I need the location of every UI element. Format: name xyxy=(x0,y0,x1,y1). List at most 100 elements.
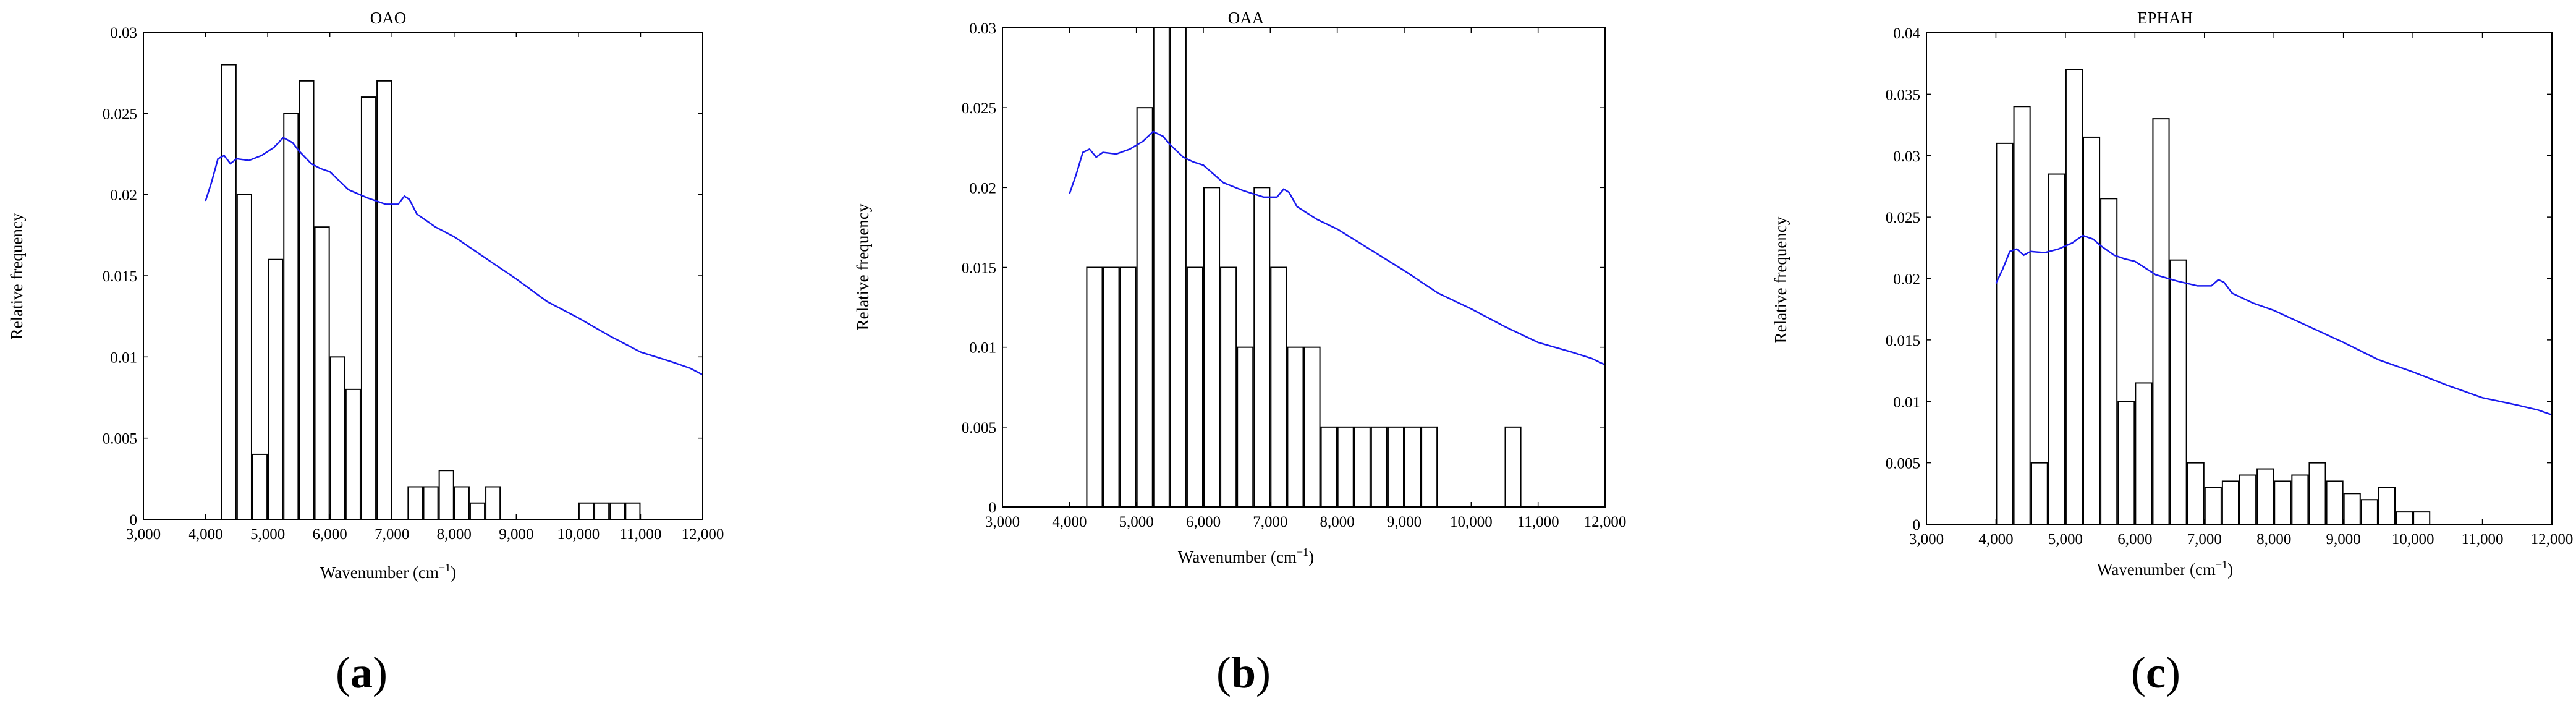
x-tick-label-b-4: 7,000 xyxy=(1253,514,1287,530)
x-axis-label-sup-b: −1 xyxy=(1297,546,1308,558)
bar-b-19 xyxy=(1387,426,1404,508)
y-axis-label-a: Relative frequency xyxy=(7,213,26,339)
y-tick-label-a-3: 0.015 xyxy=(103,268,137,285)
bar-c-13 xyxy=(2221,480,2239,525)
bar-a-7 xyxy=(314,226,330,520)
x-tick-label-c-4: 7,000 xyxy=(2187,531,2222,548)
y-axis-label-text-c: Relative frequency xyxy=(1771,216,1790,343)
bar-c-14 xyxy=(2239,474,2257,525)
x-axis-label-sup-a: −1 xyxy=(439,561,451,574)
bar-c-5 xyxy=(2083,136,2101,525)
bar-c-2 xyxy=(2030,462,2048,525)
bar-b-10 xyxy=(1237,346,1254,508)
y-tick-label-a-4: 0.02 xyxy=(110,187,137,204)
x-tick-label-c-3: 6,000 xyxy=(2117,531,2152,548)
bar-c-4 xyxy=(2065,69,2083,525)
x-axis-label-a: Wavenumber (cm−1) xyxy=(320,561,456,582)
bar-c-23 xyxy=(2396,511,2413,525)
bar-a-21 xyxy=(625,502,641,520)
x-axis-label-sup-c: −1 xyxy=(2216,558,2227,571)
chart-title-a: OAO xyxy=(370,9,407,27)
spectrum-line-c xyxy=(1995,234,2553,416)
y-tick-label-c-8: 0.04 xyxy=(1893,25,1920,42)
bar-b-18 xyxy=(1370,426,1388,508)
bar-b-21 xyxy=(1421,426,1438,508)
y-tick-label-c-4: 0.02 xyxy=(1893,271,1920,288)
bar-b-7 xyxy=(1186,266,1204,508)
bar-b-9 xyxy=(1220,266,1237,508)
x-tick-label-b-1: 4,000 xyxy=(1052,514,1087,530)
x-tick-label-c-9: 12,000 xyxy=(2531,531,2574,548)
bar-a-19 xyxy=(594,502,610,520)
y-tick-label-a-0: 0 xyxy=(130,512,138,529)
x-tick-label-c-1: 4,000 xyxy=(1978,531,2013,548)
bar-a-18 xyxy=(578,502,595,520)
y-tick-label-b-4: 0.02 xyxy=(969,180,996,197)
y-tick-label-a-6: 0.03 xyxy=(110,25,137,41)
bar-c-19 xyxy=(2326,480,2344,525)
x-axis-label-end-a: ) xyxy=(451,563,456,582)
panel-letter-c: c xyxy=(2146,648,2166,697)
y-axis-label-text-a: Relative frequency xyxy=(7,213,26,339)
bar-b-11 xyxy=(1253,187,1271,508)
bar-a-14 xyxy=(438,470,454,521)
panel-b: OAA Relative frequency Wavenumber (cm−1)… xyxy=(854,9,1626,697)
bar-a-3 xyxy=(252,453,268,520)
x-axis-label-main-a: Wavenumber (cm xyxy=(320,563,439,582)
x-tick-label-b-7: 10,000 xyxy=(1450,514,1493,530)
bar-a-16 xyxy=(469,502,486,520)
bar-c-0 xyxy=(1996,142,2014,525)
x-tick-label-c-2: 5,000 xyxy=(2048,531,2083,548)
y-tick-label-b-0: 0 xyxy=(989,500,997,516)
x-tick-label-c-0: 3,000 xyxy=(1909,531,1944,548)
x-tick-label-c-7: 10,000 xyxy=(2392,531,2434,548)
x-tick-label-a-7: 10,000 xyxy=(557,526,600,543)
bar-c-1 xyxy=(2013,106,2031,525)
y-tick-label-a-1: 0.005 xyxy=(103,431,137,448)
x-tick-label-b-5: 8,000 xyxy=(1320,514,1355,530)
bar-b-12 xyxy=(1270,266,1287,508)
bar-c-8 xyxy=(2135,382,2153,525)
y-tick-label-a-2: 0.01 xyxy=(110,349,137,366)
bar-b-14 xyxy=(1303,346,1321,508)
x-tick-label-b-6: 9,000 xyxy=(1387,514,1421,530)
plot-area-a: 3,000 4,000 5,000 6,000 7,000 8,000 9,000 10,00… xyxy=(103,25,724,543)
x-axis-label-main-b: Wavenumber (cm xyxy=(1178,548,1297,566)
plot-area-c: 3,000 4,000 5,000 6,000 7,000 8,000 9,000 10,00… xyxy=(1886,25,2574,548)
y-axis-label-c: Relative frequency xyxy=(1771,216,1790,343)
y-tick-label-b-3: 0.015 xyxy=(962,260,996,277)
bar-a-9 xyxy=(345,388,361,520)
spectrum-line-a xyxy=(205,137,703,376)
y-axis-label-text-b: Relative frequency xyxy=(854,203,872,330)
bar-c-9 xyxy=(2152,118,2170,525)
bar-a-12 xyxy=(407,486,423,520)
y-tick-label-b-2: 0.01 xyxy=(969,340,996,357)
panel-label-a: (a) xyxy=(336,648,388,697)
x-tick-label-a-4: 7,000 xyxy=(375,526,409,543)
y-tick-label-b-1: 0.005 xyxy=(962,420,996,436)
y-axis-label-b: Relative frequency xyxy=(854,203,872,330)
spectrum-line-b xyxy=(1069,130,1606,366)
chart-title-b: OAA xyxy=(1228,9,1265,27)
x-tick-label-b-3: 6,000 xyxy=(1186,514,1221,530)
bar-c-21 xyxy=(2360,499,2378,525)
x-tick-label-a-1: 4,000 xyxy=(188,526,222,543)
chart-title-c: EPHAH xyxy=(2137,9,2193,27)
bar-a-8 xyxy=(329,356,345,521)
y-tick-label-c-5: 0.025 xyxy=(1886,210,1920,226)
bar-a-2 xyxy=(236,194,252,521)
bar-c-17 xyxy=(2291,474,2309,525)
panel-c: EPHAH Relative frequency Wavenumber (cm−… xyxy=(1771,9,2573,697)
bar-b-2 xyxy=(1103,266,1120,508)
bar-a-20 xyxy=(609,502,625,520)
y-tick-label-c-2: 0.01 xyxy=(1893,394,1920,410)
y-tick-label-c-1: 0.005 xyxy=(1886,456,1920,472)
y-tick-label-c-3: 0.015 xyxy=(1886,333,1920,349)
panel-label-b: (b) xyxy=(1216,648,1271,697)
bar-b-1 xyxy=(1086,266,1103,508)
bar-b-13 xyxy=(1287,346,1304,508)
x-tick-label-a-9: 12,000 xyxy=(682,526,724,543)
bar-c-18 xyxy=(2308,462,2326,525)
bar-b-6 xyxy=(1169,27,1187,508)
